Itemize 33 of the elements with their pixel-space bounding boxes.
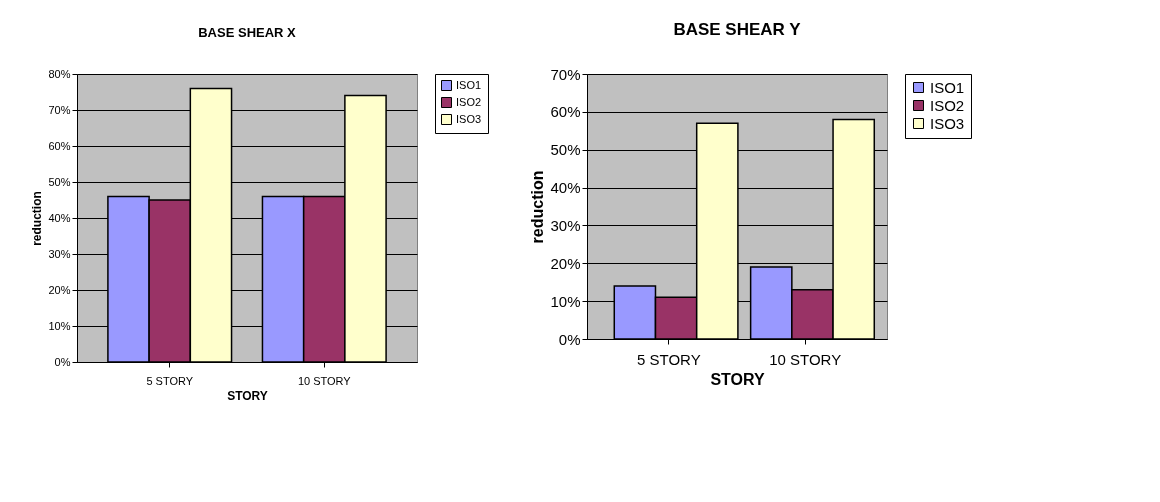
y-tick-label: 70% — [550, 65, 581, 83]
y-tick-label: 50% — [550, 141, 581, 159]
y-tick-label: 20% — [48, 283, 71, 296]
legend-label: ISO1 — [456, 78, 482, 91]
x-tick-label: 5 STORY — [637, 350, 701, 368]
chart-title: BASE SHEAR X — [198, 25, 297, 40]
legend-label: ISO2 — [456, 95, 482, 108]
x-axis-title: STORY — [710, 370, 765, 388]
y-axis-title: reduction — [30, 191, 45, 246]
y-tick-label: 30% — [48, 247, 71, 260]
y-tick-label: 0% — [54, 355, 71, 368]
y-axis-title: reduction — [529, 170, 547, 244]
x-axis-title: STORY — [227, 388, 268, 403]
legend-label: ISO3 — [456, 112, 482, 125]
y-tick-label: 30% — [550, 216, 581, 234]
y-tick-label: 70% — [48, 103, 71, 116]
chart-title: BASE SHEAR Y — [673, 20, 802, 39]
y-tick-label: 0% — [558, 330, 581, 348]
y-tick-label: 10% — [550, 292, 581, 310]
y-tick-label: 60% — [550, 103, 581, 121]
y-tick-label: 20% — [550, 254, 581, 272]
y-tick-label: 80% — [48, 67, 71, 80]
y-tick-label: 40% — [550, 179, 581, 197]
y-tick-label: 40% — [48, 211, 71, 224]
legend-label: ISO2 — [930, 96, 965, 114]
legend-label: ISO1 — [930, 78, 965, 96]
y-tick-label: 10% — [48, 319, 71, 332]
y-tick-label: 50% — [48, 175, 71, 188]
x-tick-label: 10 STORY — [769, 350, 842, 368]
legend-label: ISO3 — [930, 114, 965, 132]
x-tick-label: 10 STORY — [297, 374, 352, 387]
x-tick-label: 5 STORY — [146, 374, 194, 387]
y-tick-label: 60% — [48, 139, 71, 152]
